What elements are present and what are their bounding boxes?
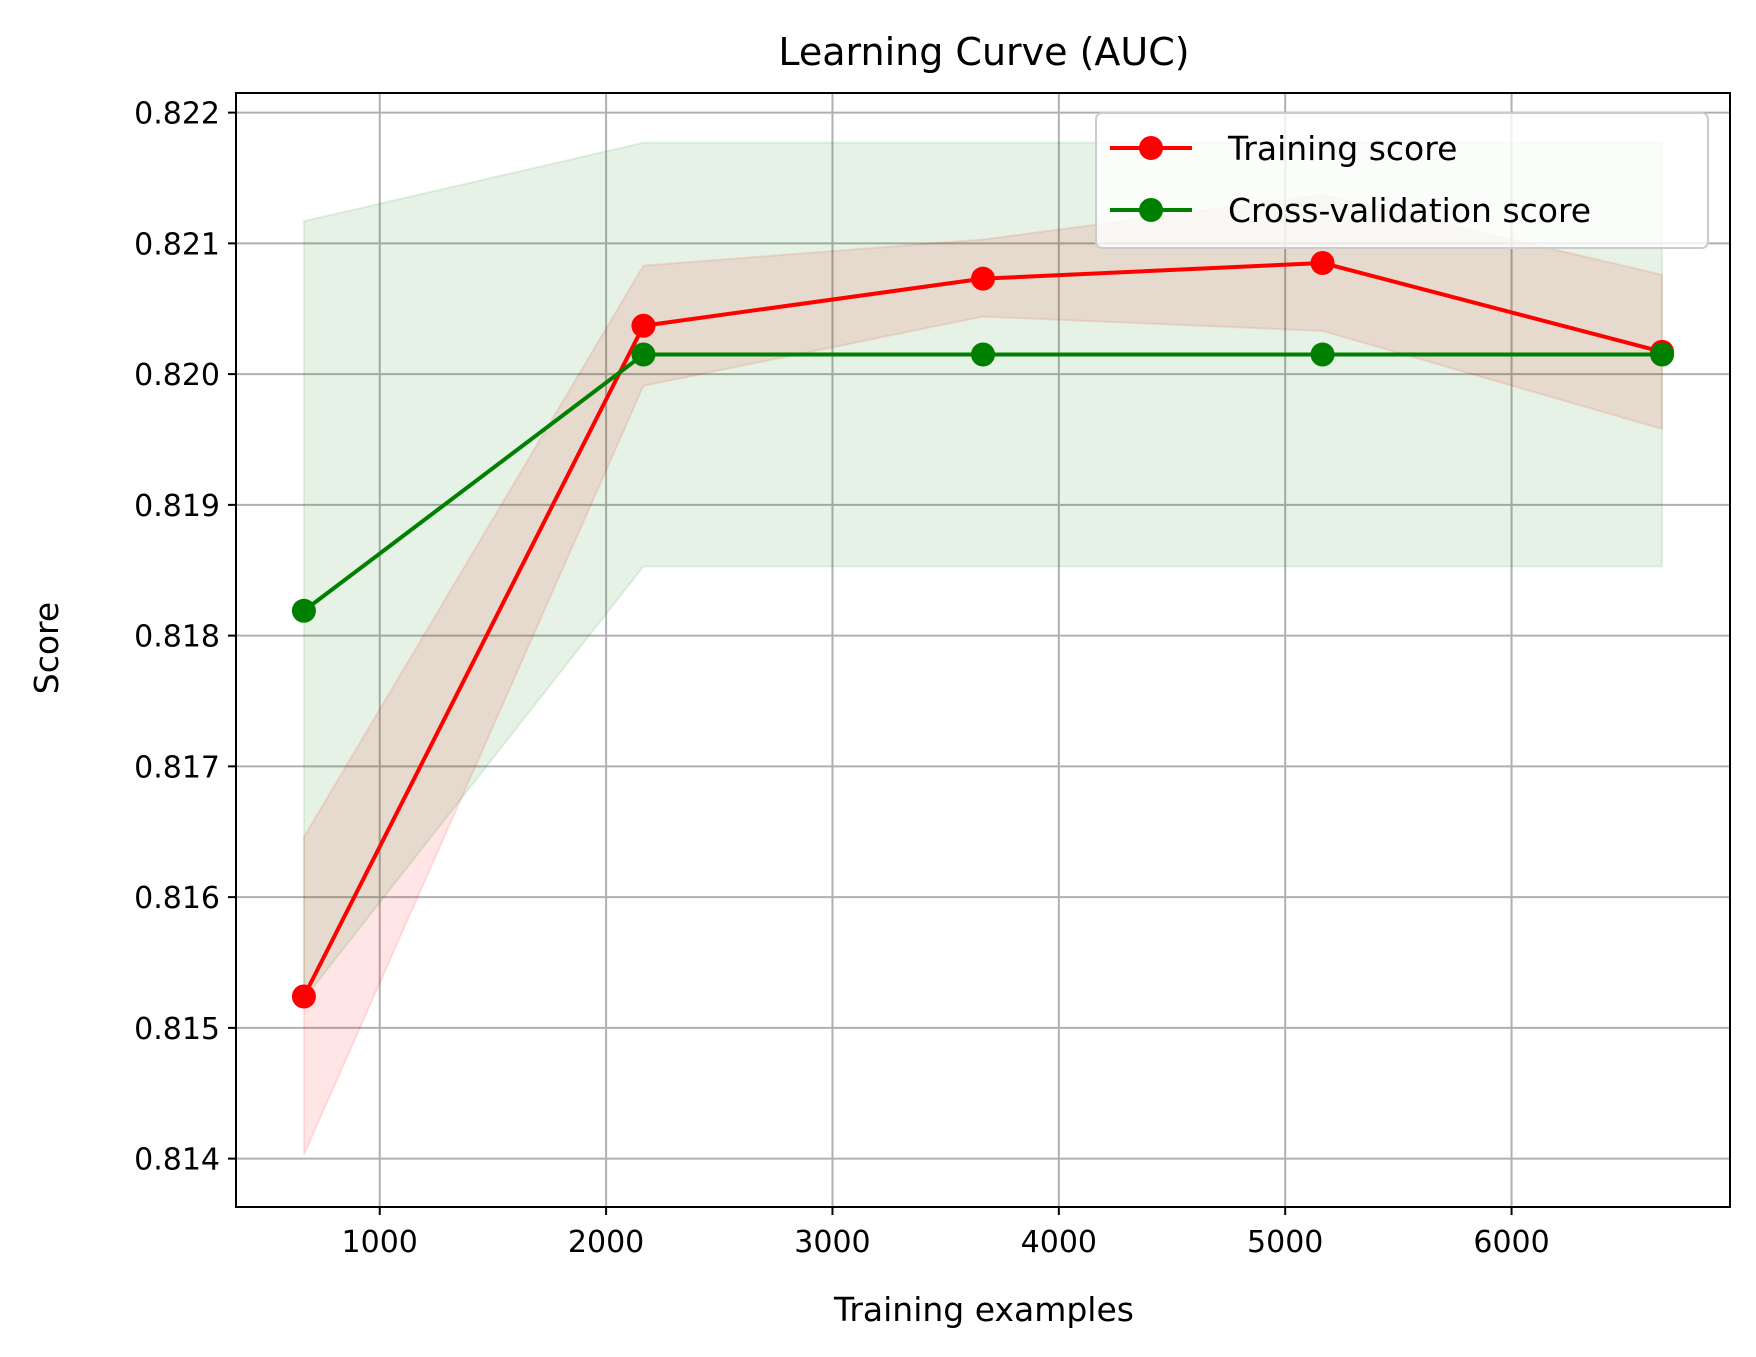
data-point-cross-validation: [631, 342, 656, 367]
y-tick-label: 0.818: [134, 620, 220, 655]
legend: Training score Cross-validation score: [1095, 112, 1709, 249]
data-point-cross-validation: [971, 342, 995, 367]
x-tick-label: 4000: [1021, 1225, 1097, 1260]
data-point-training: [291, 984, 316, 1009]
y-tick-label: 0.814: [134, 1143, 220, 1178]
x-tick-label: 5000: [1247, 1225, 1323, 1260]
legend-box: [1095, 112, 1709, 249]
legend-marker-training: [1139, 136, 1163, 160]
chart-title: Learning Curve (AUC): [778, 30, 1189, 74]
x-tick-label: 1000: [342, 1225, 418, 1260]
y-tick-label: 0.820: [134, 358, 220, 393]
data-point-cross-validation: [291, 598, 316, 623]
legend-label-cross-validation: Cross-validation score: [1228, 191, 1591, 230]
legend-label-training: Training score: [1227, 129, 1457, 168]
data-point-training: [1310, 250, 1335, 275]
legend-marker-cross-validation: [1139, 198, 1163, 222]
y-tick-label: 0.822: [134, 97, 220, 132]
axes-frame: [235, 92, 1731, 1208]
y-tick-label: 0.817: [134, 750, 220, 785]
x-tick-label: 2000: [568, 1225, 644, 1260]
data-point-training: [971, 266, 995, 291]
data-point-cross-validation: [1650, 342, 1675, 367]
y-tick-label: 0.815: [134, 1012, 220, 1047]
band-training: [302, 193, 1664, 1156]
data-point-training: [631, 313, 656, 338]
y-tick-label: 0.816: [134, 881, 220, 916]
y-tick-label: 0.819: [134, 489, 220, 524]
y-tick-label: 0.821: [134, 227, 220, 262]
x-tick-label: 3000: [794, 1225, 870, 1260]
x-axis-label: Training examples: [833, 1290, 1134, 1329]
y-axis-label: Score: [27, 602, 66, 694]
data-point-cross-validation: [1310, 342, 1335, 367]
x-tick-label: 6000: [1473, 1225, 1549, 1260]
